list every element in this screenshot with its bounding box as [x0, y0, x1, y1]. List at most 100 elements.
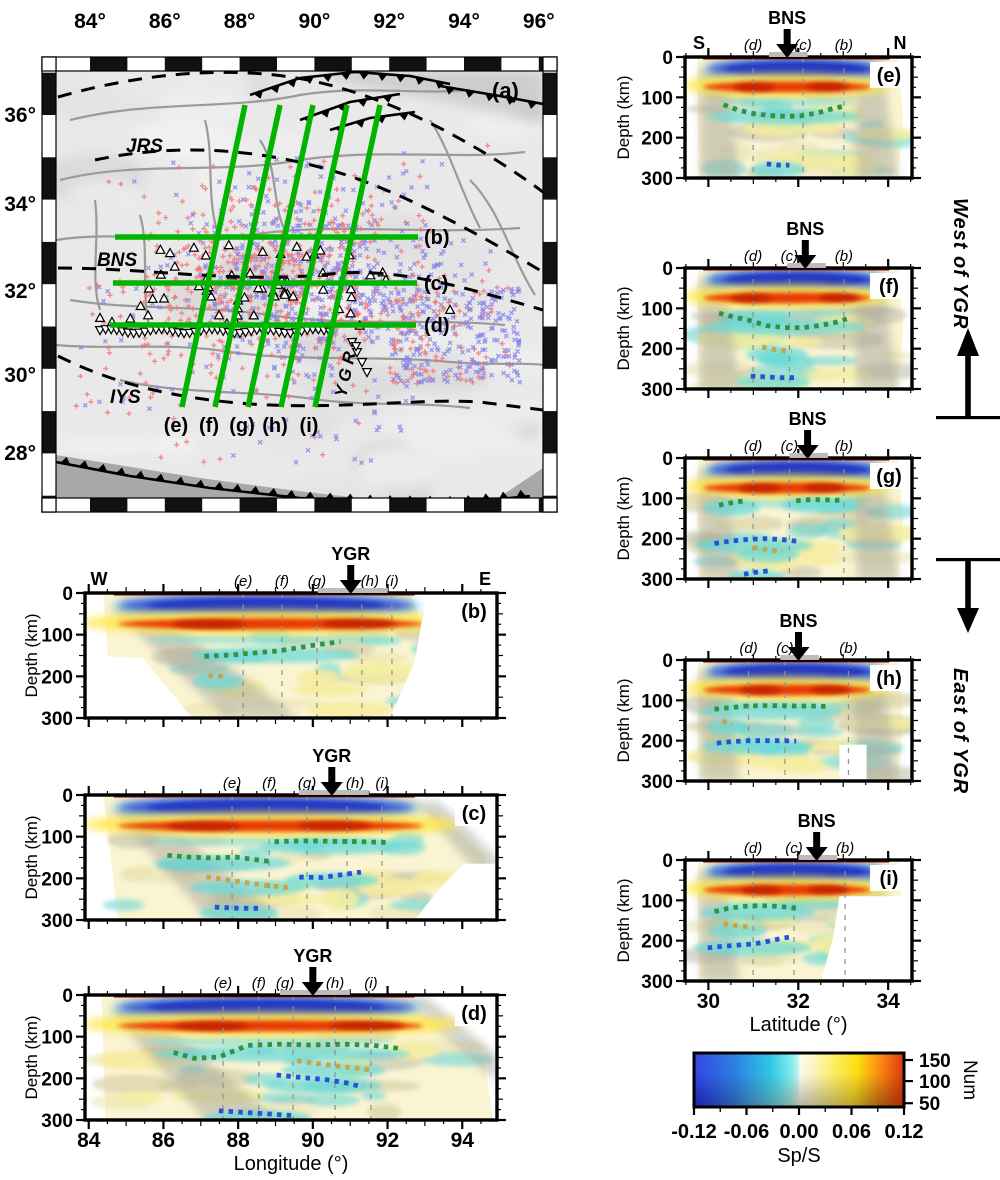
pick-cyan-halo — [190, 879, 307, 896]
thrust-tooth — [435, 81, 445, 89]
crossing-label: (g) — [308, 573, 326, 590]
thrust-line — [249, 71, 451, 97]
thrust-tooth — [516, 489, 527, 498]
suture-dashed-jrs — [94, 148, 544, 274]
thrust-tooth — [286, 79, 297, 88]
crossing-label: (f) — [262, 775, 276, 792]
section-fill — [85, 995, 497, 1120]
depth-tick-label: 200 — [641, 530, 673, 551]
thrust-tooth — [78, 460, 89, 469]
depth-tick-label: 200 — [41, 869, 73, 890]
crossing-label: (h) — [346, 775, 364, 792]
yellow-blob — [118, 1091, 165, 1105]
depth-tick-label: 100 — [41, 1028, 73, 1049]
map-panel-a: (b) (c) (d) (e) (f) (g) (h) (i) JRS BNS IYS Y G R 84… — [0, 0, 585, 535]
crossing-label: (b) — [839, 640, 857, 657]
depth-axis-title: Depth (km) — [22, 815, 41, 899]
pick-line-orange — [296, 1058, 370, 1072]
section-fill — [85, 593, 497, 718]
crossing-label: (c) — [785, 840, 803, 857]
thrust-tooth — [115, 467, 126, 476]
pick-line-green — [718, 310, 850, 331]
x-tick-label: 32 — [787, 990, 810, 1013]
pick-line-blue — [716, 738, 797, 746]
pick-line-blue — [743, 568, 770, 577]
depth-tick-label: 0 — [62, 584, 73, 605]
crossing-label: (c) — [776, 640, 794, 657]
fault-line — [429, 119, 481, 229]
gray-mask — [853, 280, 899, 389]
relief-blob — [274, 134, 303, 154]
cyan-blob — [794, 727, 844, 738]
cyan-blob — [305, 1093, 360, 1107]
depth-tick-label: 100 — [41, 828, 73, 849]
gray-mask — [109, 1010, 279, 1120]
relief-blob — [255, 398, 321, 453]
thrust-tooth — [60, 456, 71, 465]
cyan-blob — [239, 847, 273, 858]
marker-arrow-shaft — [309, 967, 317, 984]
depth-tick-label: 300 — [41, 1111, 73, 1132]
blue-band-core — [147, 1000, 385, 1015]
crossing-label: (b) — [835, 438, 853, 455]
marker-arrow-shaft — [328, 767, 336, 784]
thrust-tooth — [387, 495, 393, 498]
section-panel-g: (g) 0 100 200 300 Depth (km) (d) (c) (b) BNS — [614, 409, 921, 591]
num-tick-label: 100 — [919, 1072, 951, 1093]
pick-cyan-halo — [693, 939, 812, 956]
crossing-label: (g) — [276, 975, 294, 992]
crossing-label: (b) — [835, 248, 853, 265]
panel-label-box — [870, 463, 907, 489]
lat-tick-label: 36° — [4, 104, 36, 127]
pick-line-blue — [218, 1108, 296, 1119]
up-arrow-icon — [936, 328, 1000, 420]
marker-arrow-shaft — [813, 832, 821, 849]
panel-label-box — [870, 273, 907, 299]
marker-arrow-head — [796, 445, 819, 459]
depth-tick-label: 300 — [641, 380, 673, 401]
panel-label-box — [870, 62, 907, 88]
cyan-blob — [800, 356, 860, 366]
fault-line — [56, 343, 543, 367]
depth-tick-label: 0 — [62, 786, 73, 807]
lon-tick-label: 86° — [149, 10, 181, 33]
depth-axis-title: Depth (km) — [614, 678, 633, 762]
crossing-label: (e) — [223, 775, 241, 792]
pick-line-blue — [714, 536, 797, 546]
section-panel-f: (f) 0 100 200 300 Depth (km) (d) (c) (b) BNS — [614, 219, 921, 401]
pick-cyan-halo — [750, 161, 806, 178]
marker-arrow-head — [301, 982, 324, 996]
depth-axis-title: Depth (km) — [614, 75, 633, 159]
x-axis-title: Latitude (°) — [749, 1014, 847, 1036]
x-tick-label: 86 — [152, 1129, 175, 1152]
profile-label-ns: (g) — [229, 415, 255, 437]
lon-tick-label: 96° — [523, 10, 555, 33]
west-of-ygr-label: West of YGR — [949, 198, 971, 330]
depth-axis-title: Depth (km) — [22, 1015, 41, 1099]
crossing-label: (f) — [252, 975, 266, 992]
thrust-tooth — [355, 119, 365, 128]
depth-axis-title: Depth (km) — [614, 878, 633, 962]
panel-label-box — [870, 865, 907, 891]
khaki-blob — [353, 651, 408, 664]
thrust-tooth — [97, 463, 108, 472]
thrust-tooth — [175, 476, 185, 485]
depth-axis-title: Depth (km) — [22, 613, 41, 697]
marker-title-bns: BNS — [779, 611, 817, 631]
panel-label-box — [455, 598, 492, 624]
depth-axis-title: Depth (km) — [614, 476, 633, 560]
no-data-region — [839, 744, 867, 781]
marker-arrow-shaft — [801, 240, 809, 257]
num-tick-label: 150 — [919, 1051, 951, 1072]
thrust-line — [299, 92, 401, 122]
fault-line — [469, 179, 536, 296]
relief-blob — [136, 402, 231, 418]
relief-blob — [56, 94, 163, 119]
frame-corner — [542, 56, 558, 72]
profile-label-ns: (f) — [199, 415, 219, 437]
plains-gray — [56, 455, 350, 498]
crossing-label: (d) — [744, 37, 762, 54]
profile-label-ns: (e) — [164, 415, 188, 437]
crossing-label: (i) — [385, 573, 398, 590]
marker-arrow-head — [339, 580, 362, 594]
